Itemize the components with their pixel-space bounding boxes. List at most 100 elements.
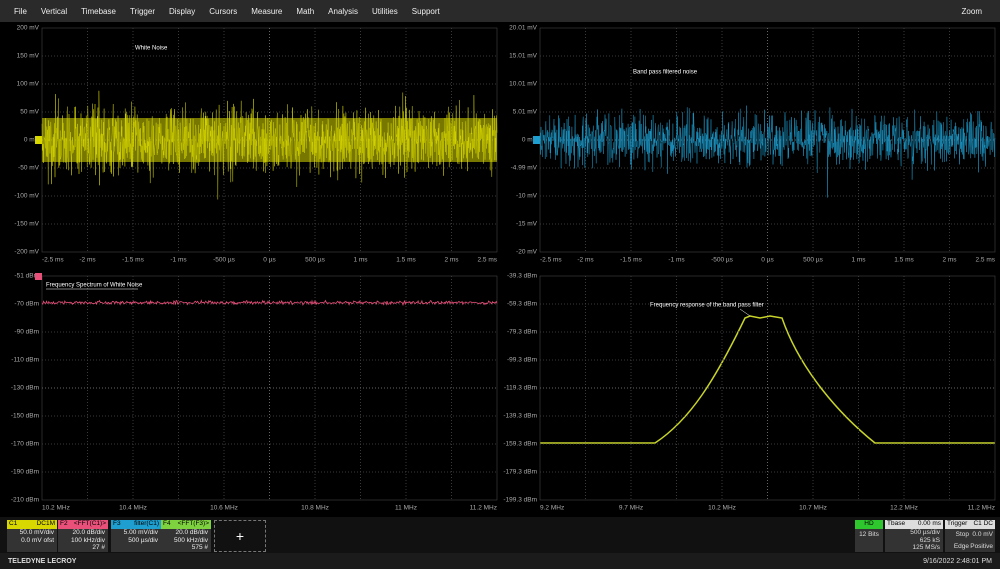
- trigger-label: Trigger: [947, 520, 968, 527]
- menu-item[interactable]: Display: [169, 6, 196, 16]
- x-tick-label: 1 ms: [353, 257, 368, 264]
- channel-body: 50.0 mV/div 0.0 mV ofst: [7, 529, 57, 552]
- y-tick-label: -110 dBm: [11, 357, 39, 364]
- y-tick-label: -79.3 dBm: [507, 329, 537, 336]
- channel-tag: DC1M: [36, 520, 55, 527]
- y-tick-label: -210 dBm: [11, 497, 39, 504]
- y-tick-label: -200 mV: [14, 249, 39, 256]
- channel-box[interactable]: C1 DC1M 50.0 mV/div 0.0 mV ofst: [7, 520, 57, 552]
- y-tick-label: -39.3 dBm: [507, 273, 537, 280]
- channel-marker: [533, 136, 540, 144]
- channel-tag: filter(C1): [134, 520, 159, 527]
- x-tick-label: 10.8 MHz: [301, 505, 329, 512]
- timebase-body: 500 µs/div 625 kS 125 MS/s: [885, 529, 943, 552]
- status-bar: C1 DC1M 50.0 mV/div 0.0 mV ofst F2 <FFT(C1)> 2…: [0, 517, 1000, 553]
- y-tick-label: -150 dBm: [11, 413, 39, 420]
- channel-header: F4 <FFT(F3)>: [161, 520, 211, 529]
- noise-trace: [539, 105, 996, 198]
- y-tick-label: -179.3 dBm: [503, 469, 537, 476]
- x-tick-label: 10.6 MHz: [210, 505, 238, 512]
- channel-tag: <FFT(C1)>: [73, 520, 106, 527]
- x-tick-label: 11.2 MHz: [968, 505, 995, 512]
- menu-item[interactable]: Timebase: [81, 6, 116, 16]
- hd-box[interactable]: HD 12 Bits: [855, 520, 883, 552]
- x-tick-label: 500 µs: [305, 257, 325, 264]
- menu-item[interactable]: Vertical: [40, 6, 68, 16]
- menu-item[interactable]: Math: [296, 6, 315, 16]
- channel-body: 20.0 dB/div 500 kHz/div 575 #: [161, 529, 211, 552]
- channel-box[interactable]: F3 filter(C1) 5.00 mV/div 500 µs/div: [111, 520, 161, 552]
- channel-body: 5.00 mV/div 500 µs/div: [111, 529, 161, 552]
- y-tick-label: -100 mV: [14, 193, 39, 200]
- y-tick-label: -15 mV: [516, 221, 538, 228]
- x-tick-label: 2 ms: [942, 257, 957, 264]
- trigger-box[interactable]: Trigger C1 DC Stop 0.0 mV Edge Positive: [945, 520, 995, 552]
- channel-name: F2: [60, 520, 68, 527]
- y-tick-label: -90 dBm: [14, 329, 39, 336]
- menu-item[interactable]: Trigger: [129, 6, 155, 16]
- y-tick-label: 50 mV: [20, 109, 39, 116]
- channel-tag: <FFT(F3)>: [177, 520, 209, 527]
- x-tick-label: 2.5 ms: [477, 257, 497, 264]
- timebase-box[interactable]: Tbase 0.00 ms 500 µs/div 625 kS 125 MS/s: [885, 520, 943, 552]
- x-tick-label: -1 ms: [170, 257, 187, 264]
- x-tick-label: -2.5 ms: [540, 257, 562, 264]
- y-tick-label: -50 mV: [18, 165, 40, 172]
- channel-setting: 20.0 dB/div: [175, 529, 208, 536]
- timebase-setting: 625 kS: [919, 536, 940, 544]
- channel-marker: [35, 273, 42, 280]
- menu-bar: File Vertical Timebase Trigger Display Cursor…: [0, 0, 1000, 22]
- menu-item[interactable]: File: [14, 6, 27, 16]
- y-tick-label: 0 mV: [522, 137, 538, 144]
- x-tick-label: 1.5 ms: [396, 257, 416, 264]
- y-tick-label: -99.3 dBm: [507, 357, 537, 364]
- trigger-header: Trigger C1 DC: [945, 520, 995, 529]
- timebase-setting: 500 µs/div: [910, 529, 940, 536]
- trigger-setting: 0.0 mV: [972, 531, 993, 538]
- y-tick-label: -139.3 dBm: [503, 413, 537, 420]
- y-tick-label: -51 dBm: [14, 273, 39, 280]
- menu-item[interactable]: Utilities: [371, 6, 398, 16]
- x-tick-label: 10.4 MHz: [119, 505, 147, 512]
- channel-setting: 27 #: [92, 544, 105, 551]
- y-tick-label: 15.01 mV: [509, 53, 537, 60]
- channel-header: C1 DC1M: [7, 520, 57, 529]
- channel-setting: 575 #: [191, 544, 208, 551]
- filter-response-trace: [540, 315, 995, 444]
- channel-marker: [35, 136, 42, 144]
- y-tick-label: 150 mV: [17, 53, 40, 60]
- y-tick-label: -4.99 mV: [511, 165, 538, 172]
- add-channel[interactable]: +: [214, 520, 266, 552]
- y-tick-label: -190 dBm: [11, 469, 39, 476]
- channel-setting: 50.0 mV/div: [19, 529, 54, 536]
- channel-setting: 5.00 mV/div: [123, 529, 158, 536]
- x-tick-label: -500 µs: [213, 257, 236, 264]
- x-tick-label: 500 µs: [803, 257, 823, 264]
- x-tick-label: 10.7 MHz: [799, 505, 827, 512]
- menu-item[interactable]: Measure: [251, 6, 283, 16]
- y-tick-label: -130 dBm: [11, 385, 39, 392]
- y-tick-label: -70 dBm: [14, 301, 39, 308]
- timebase-delay: 0.00 ms: [917, 520, 941, 527]
- y-tick-label: -170 dBm: [11, 441, 39, 448]
- menu-item[interactable]: Support: [411, 6, 440, 16]
- channel-name: F3: [113, 520, 121, 527]
- channel-box[interactable]: F4 <FFT(F3)> 20.0 dB/div 500 kHz/div 575 #: [161, 520, 211, 552]
- noise-core: [42, 118, 497, 162]
- datetime: 9/16/2022 2:48:01 PM: [923, 557, 992, 565]
- y-tick-label: 0 mV: [24, 137, 40, 144]
- trigger-setting: Edge: [953, 542, 969, 550]
- menu-item[interactable]: Analysis: [328, 6, 358, 16]
- bits: 12 Bits: [855, 529, 883, 552]
- x-tick-label: -2 ms: [577, 257, 594, 264]
- channel-box[interactable]: F2 <FFT(C1)> 20.0 dB/div 100 kHz/div 27 #: [58, 520, 108, 552]
- zoom-button[interactable]: Zoom: [961, 7, 982, 16]
- channel-setting: 500 kHz/div: [174, 536, 208, 544]
- x-tick-label: -500 µs: [711, 257, 734, 264]
- x-tick-label: 2 ms: [444, 257, 459, 264]
- annotation: Frequency response of the band pass filt…: [650, 303, 764, 309]
- x-tick-label: 1.5 ms: [894, 257, 914, 264]
- timebase-label: Tbase: [887, 520, 906, 527]
- menu-item[interactable]: Cursors: [209, 6, 238, 16]
- x-tick-label: 9.7 MHz: [619, 505, 643, 512]
